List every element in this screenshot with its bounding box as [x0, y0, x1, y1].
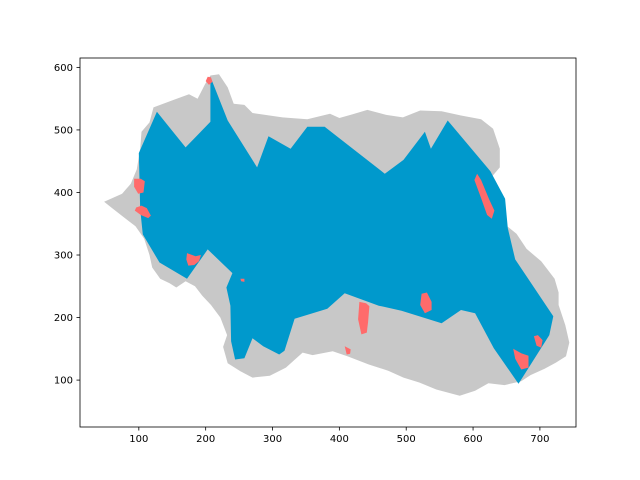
y-tick-label-400: 400 — [54, 188, 73, 199]
y-tick-label-100: 100 — [54, 376, 73, 387]
red-region-3 — [134, 205, 151, 219]
red-region-1 — [205, 76, 213, 85]
y-tick-label-200: 200 — [54, 313, 73, 324]
x-tick-label-300: 300 — [263, 434, 282, 445]
red-region-7 — [344, 346, 351, 355]
y-axis: 100 200 300 400 500 600 — [54, 63, 80, 387]
x-tick-label-400: 400 — [330, 434, 349, 445]
x-tick-label-200: 200 — [196, 434, 215, 445]
regions-layer — [104, 74, 570, 396]
y-tick-label-300: 300 — [54, 251, 73, 262]
x-tick-label-100: 100 — [129, 434, 148, 445]
plot-frame — [79, 57, 577, 428]
y-tick-label-600: 600 — [54, 63, 73, 74]
x-axis: 100 200 300 400 500 600 700 — [129, 427, 549, 445]
red-region-8 — [420, 292, 432, 314]
red-region-5 — [240, 278, 245, 282]
plot-area — [79, 57, 577, 428]
x-tick-label-700: 700 — [530, 434, 549, 445]
x-tick-label-500: 500 — [397, 434, 416, 445]
blue-region — [138, 76, 554, 384]
red-region-6 — [358, 301, 370, 335]
red-region-11 — [533, 335, 543, 348]
red-region-2 — [134, 178, 145, 194]
red-region-4 — [186, 253, 201, 266]
red-region-10 — [513, 348, 529, 370]
red-region-9 — [474, 173, 495, 219]
y-tick-label-500: 500 — [54, 125, 73, 136]
x-tick-label-600: 600 — [464, 434, 483, 445]
